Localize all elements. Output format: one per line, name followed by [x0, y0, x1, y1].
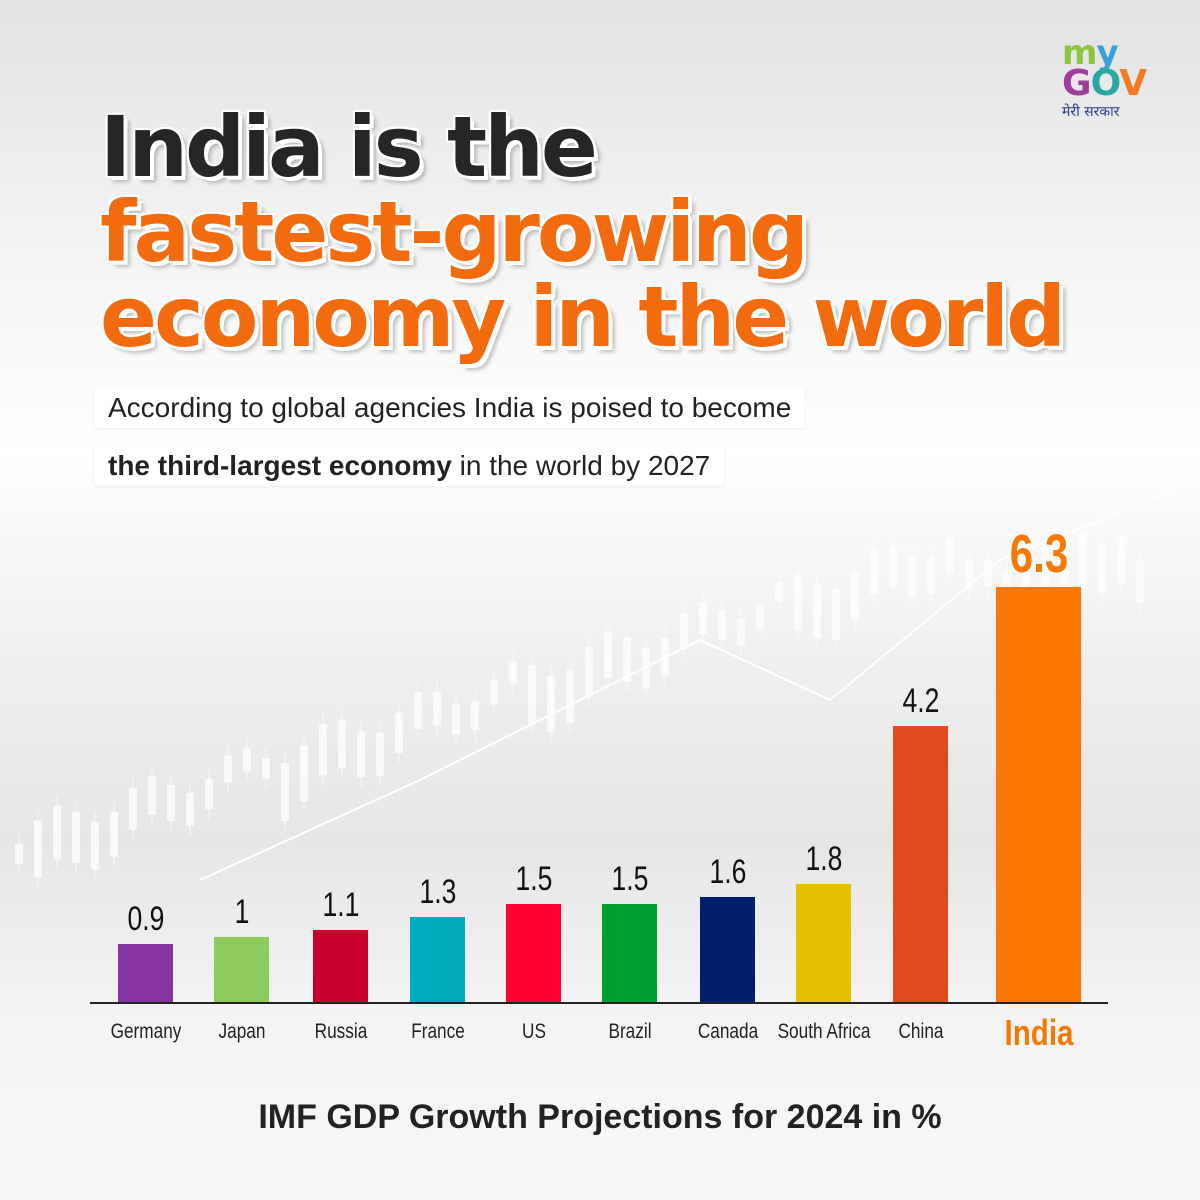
bar-brazil — [602, 904, 657, 1003]
value-label: 4.2 — [902, 681, 939, 720]
value-label: 1.8 — [805, 840, 842, 879]
subtitle-line2: the third-largest economy in the world b… — [94, 446, 725, 486]
headline-line2: fastest-growing — [100, 183, 809, 281]
category-label: Germany — [110, 1020, 181, 1043]
category-label: Brazil — [607, 1020, 652, 1043]
bar-south-africa — [796, 884, 851, 1003]
bar-china — [893, 725, 948, 1003]
bar-france — [410, 917, 465, 1003]
headline-line3: economy in the world — [100, 268, 1066, 366]
mygov-logo: my GOV मेरी सरकार — [1062, 33, 1162, 121]
value-label: 1.1 — [322, 886, 359, 925]
value-label: 1.5 — [515, 860, 552, 898]
logo-gov: GOV — [1062, 63, 1147, 104]
bar-india — [996, 587, 1081, 1003]
category-label: South Africa — [777, 1020, 870, 1043]
subtitle-bold: the third-largest economy — [108, 450, 452, 481]
subtitle-rest: in the world by 2027 — [451, 450, 711, 481]
category-label: France — [410, 1020, 465, 1043]
headline-line1: India is the — [100, 98, 598, 196]
category-label: China — [898, 1020, 943, 1043]
value-label: 6.3 — [1009, 524, 1068, 585]
x-axis-line — [90, 1002, 1108, 1004]
category-label: Canada — [697, 1020, 758, 1043]
subtitle-line1: According to global agencies India is po… — [94, 388, 806, 428]
bar-japan — [214, 937, 269, 1003]
bar-germany — [118, 943, 173, 1003]
bar-us — [506, 904, 561, 1003]
category-label: US — [521, 1020, 546, 1043]
category-label: India — [1004, 1012, 1073, 1053]
bar-canada — [700, 897, 755, 1003]
category-label: Japan — [218, 1020, 265, 1043]
value-label: 1 — [234, 893, 249, 931]
value-label: 1.3 — [419, 873, 456, 912]
value-label: 1.6 — [709, 853, 746, 892]
value-label: 1.5 — [611, 860, 648, 898]
logo-hindi: मेरी सरकार — [1062, 104, 1120, 120]
value-label: 0.9 — [127, 899, 164, 938]
logo-my: my — [1062, 33, 1119, 73]
bar-russia — [313, 930, 368, 1003]
chart-title: IMF GDP Growth Projections for 2024 in % — [258, 1098, 942, 1136]
category-label: Russia — [314, 1020, 367, 1043]
